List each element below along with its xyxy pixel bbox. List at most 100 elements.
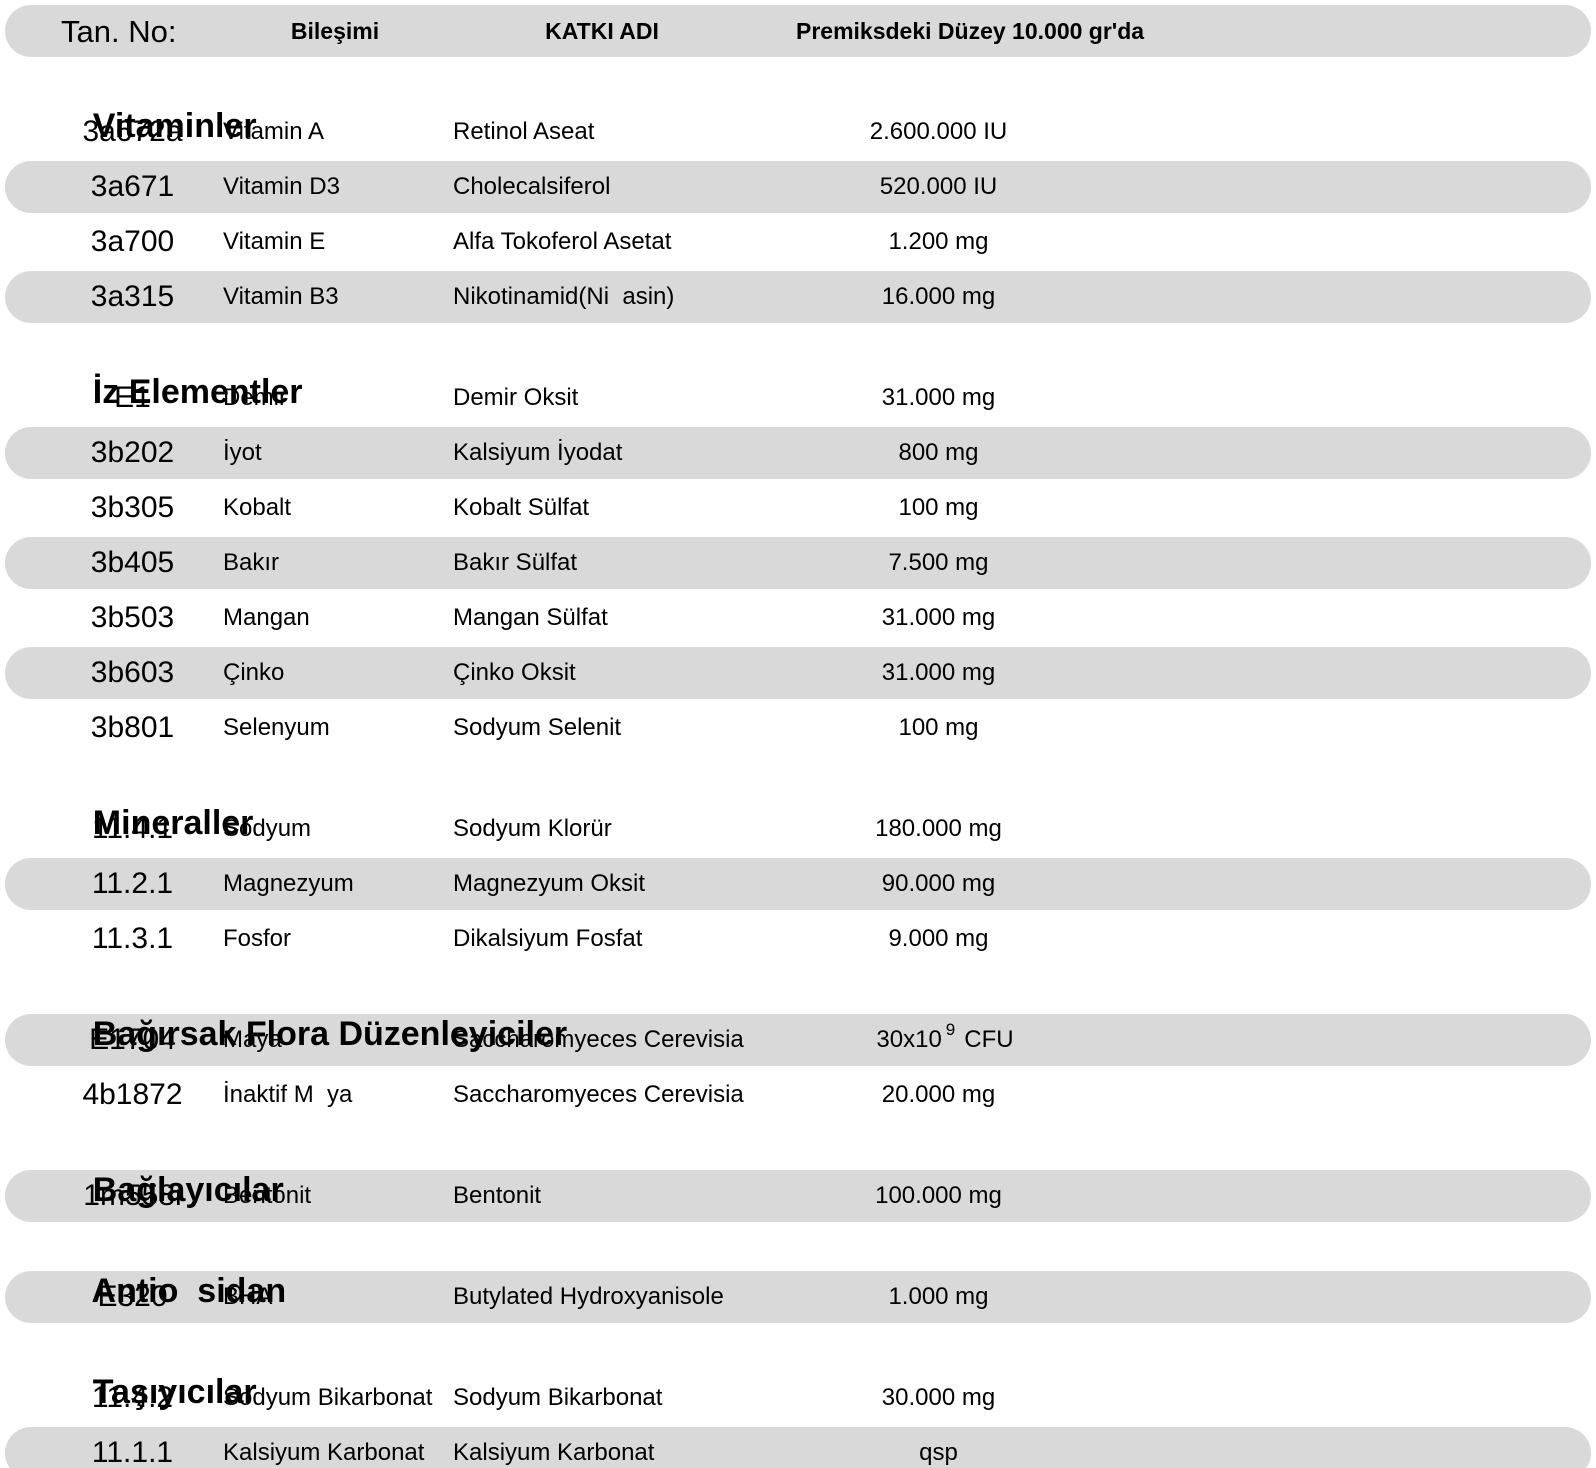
table-row: 3a315 Vitamin B3 Nikotinamid(Ni asin) 16…	[5, 271, 1591, 323]
table-row: 3b405 Bakır Bakır Sülfat 7.500 mg	[5, 537, 1591, 589]
duzey-value: 16.000 mg	[881, 283, 996, 310]
duzey-value: 180.000 mg	[875, 815, 1002, 842]
duzey-value: 100.000 mg	[875, 1182, 1002, 1209]
col-header-duzey: Premiksdeki Düzey 10.000 gr'da	[796, 17, 1145, 44]
cell-tan-no: 11.2.1	[91, 867, 174, 900]
cell-tan-no: E1704	[89, 1023, 176, 1056]
duzey-value: 100 mg	[898, 714, 979, 741]
duzey-value: 1.000 mg	[888, 1283, 989, 1310]
cell-katki-adi: Kobalt Sülfat	[453, 494, 590, 521]
cell-duzey: 1.000 mg	[780, 1285, 1110, 1309]
table-row: 3b801 Selenyum Sodyum Selenit 100 mg	[5, 702, 1591, 754]
cell-duzey: 31.000 mg	[780, 606, 1110, 630]
cell-tan-no: 3b603	[90, 656, 175, 689]
cell-tan-no: 3b801	[90, 711, 175, 744]
cell-katki-adi: Saccharomyeces Cerevisia	[453, 1081, 744, 1108]
cell-duzey: 31.000 mg	[780, 386, 1110, 410]
table-body: Vitaminler 3a672a Vitamin A Retinol Asea…	[0, 63, 1596, 1468]
cell-tan-no: 11.1.1	[91, 1436, 174, 1468]
cell-duzey: 20.000 mg	[780, 1083, 1110, 1107]
cell-katki-adi: Retinol Aseat	[453, 118, 595, 145]
cell-bilesimi: Vitamin E	[223, 228, 326, 255]
duzey-value: 20.000 mg	[881, 1081, 996, 1108]
cell-tan-no: 3b503	[90, 601, 175, 634]
section-heading-label: Taşıyıcılar	[92, 1373, 257, 1411]
cell-katki-adi: Kalsiyum Karbonat	[453, 1439, 655, 1466]
cell-tan-no: E320	[97, 1280, 168, 1313]
cell-duzey: 100.000 mg	[780, 1184, 1110, 1208]
cell-bilesimi: Selenyum	[223, 714, 330, 741]
cell-tan-no: 3b405	[90, 546, 175, 579]
cell-bilesimi: Maya	[223, 1026, 282, 1053]
cell-tan-no: 4b1872	[82, 1078, 183, 1111]
cell-katki-adi: Kalsiyum İyodat	[453, 439, 623, 466]
cell-katki-adi: Bakır Sülfat	[453, 549, 578, 576]
duzey-value: 31.000 mg	[881, 384, 996, 411]
cell-duzey: 2.600.000 IU	[780, 120, 1110, 144]
cell-katki-adi: Sodyum Klorür	[453, 815, 612, 842]
cell-duzey: 9.000 mg	[780, 927, 1110, 951]
cell-tan-no: 3a315	[90, 280, 175, 313]
cell-tan-no: 1m558i	[83, 1179, 182, 1212]
duzey-value: 90.000 mg	[881, 870, 996, 897]
cell-katki-adi: Butylated Hydroxyanisole	[453, 1283, 724, 1310]
duzey-unit: CFU	[964, 1026, 1014, 1053]
cell-katki-adi: Mangan Sülfat	[453, 604, 608, 631]
cell-bilesimi: Mangan	[223, 604, 310, 631]
table-row: 11.1.1 Kalsiyum Karbonat Kalsiyum Karbon…	[5, 1427, 1591, 1468]
section-heading-label: Antio sidan	[91, 1272, 287, 1310]
cell-tan-no: 11.4.2	[91, 1381, 174, 1414]
cell-katki-adi: Sodyum Bikarbonat	[453, 1384, 663, 1411]
cell-bilesimi: Kalsiyum Karbonat	[223, 1439, 425, 1466]
cell-katki-adi: Dikalsiyum Fosfat	[453, 925, 643, 952]
cell-tan-no: 3a672a	[82, 115, 183, 148]
table-row: 3b603 Çinko Çinko Oksit 31.000 mg	[5, 647, 1591, 699]
section-heading-label: Bağırsak Flora Düzenleyiciler	[92, 1015, 568, 1053]
duzey-value: 520.000 IU	[879, 173, 998, 200]
table-row: 4b1872 İnaktif M ya Saccharomyeces Cerev…	[5, 1069, 1591, 1121]
section-heading: Bağlayıcılar	[55, 1127, 1591, 1209]
cell-duzey: 520.000 IU	[780, 175, 1110, 199]
cell-bilesimi: Sodyum	[223, 815, 312, 842]
table-row: E1704 Maya Saccharomyeces Cerevisia 30x1…	[5, 1014, 1591, 1066]
cell-katki-adi: Nikotinamid(Ni asin)	[453, 283, 675, 310]
section-heading: Taşıyıcılar	[55, 1329, 1591, 1411]
cell-duzey: 31.000 mg	[780, 661, 1110, 685]
table-row: 11.4.1 Sodyum Sodyum Klorür 180.000 mg	[5, 803, 1591, 855]
cell-bilesimi: Vitamin B3	[223, 283, 339, 310]
table-row: 1m558i Bentonit Bentonit 100.000 mg	[5, 1170, 1591, 1222]
cell-bilesimi: BHA	[223, 1283, 273, 1310]
table-row: 11.3.1 Fosfor Dikalsiyum Fosfat 9.000 mg	[5, 913, 1591, 965]
table-row: E1 Demir Demir Oksit 31.000 mg	[5, 372, 1591, 424]
table-header-row: Tan. No: Bileşimi KATKI ADI Premiksdeki …	[5, 5, 1591, 57]
section-heading: Bağırsak Flora Düzenleyiciler	[55, 971, 1591, 1053]
table-row: E320 BHA Butylated Hydroxyanisole 1.000 …	[5, 1271, 1591, 1323]
cell-katki-adi: Bentonit	[453, 1182, 542, 1209]
cell-bilesimi: Magnezyum	[223, 870, 354, 897]
cell-katki-adi: Sodyum Selenit	[453, 714, 622, 741]
cell-bilesimi: Bentonit	[223, 1182, 312, 1209]
cell-tan-no: 11.4.1	[91, 812, 174, 845]
cell-bilesimi: Vitamin D3	[223, 173, 340, 200]
section-heading-label: Vitaminler	[92, 107, 257, 145]
cell-duzey: 1.200 mg	[780, 230, 1110, 254]
section-heading-label: Bağlayıcılar	[92, 1171, 284, 1209]
cell-duzey: 100 mg	[780, 496, 1110, 520]
col-header-tan-no: Tan. No:	[61, 13, 177, 49]
cell-tan-no: 3b305	[90, 491, 175, 524]
cell-duzey: 90.000 mg	[780, 872, 1110, 896]
duzey-value: 31.000 mg	[881, 659, 996, 686]
cell-tan-no: E1	[114, 381, 151, 414]
cell-katki-adi: Magnezyum Oksit	[453, 870, 646, 897]
cell-duzey: 100 mg	[780, 716, 1110, 740]
section-heading: Vitaminler	[55, 63, 1591, 145]
cell-bilesimi: Bakır	[223, 549, 280, 576]
cell-bilesimi: İyot	[223, 439, 262, 466]
duzey-value: 30x10	[876, 1026, 942, 1053]
cell-bilesimi: İnaktif M ya	[223, 1081, 353, 1108]
col-header-katki-adi: KATKI ADI	[545, 17, 659, 44]
duzey-value: 100 mg	[898, 494, 979, 521]
duzey-superscript: 9	[945, 1020, 956, 1039]
cell-tan-no: 3b202	[90, 436, 175, 469]
